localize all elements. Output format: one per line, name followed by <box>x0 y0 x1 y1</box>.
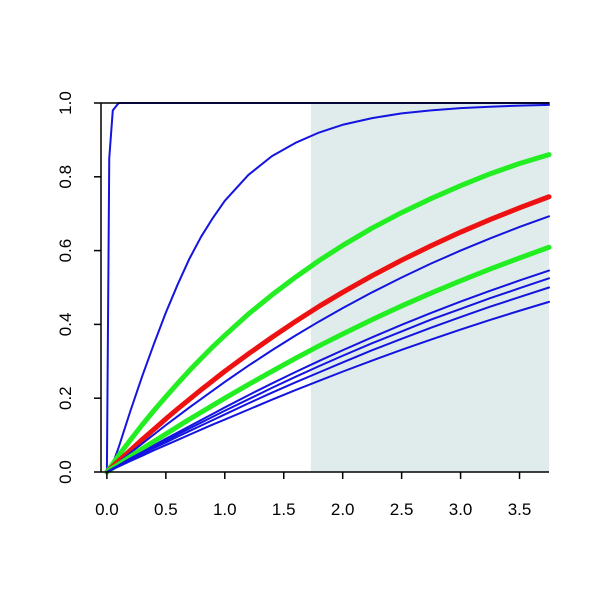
series-line-5 <box>105 215 550 473</box>
series-line-6 <box>104 244 552 475</box>
x-tick-label: 2.5 <box>390 500 414 519</box>
series-line-10 <box>105 300 550 473</box>
series-line-2 <box>105 103 550 473</box>
series-line-9 <box>105 286 550 473</box>
y-tick-label: 0.4 <box>56 313 75 337</box>
y-tick-label: 1.0 <box>56 91 75 115</box>
x-tick-label: 3.0 <box>449 500 473 519</box>
x-tick-label: 1.0 <box>213 500 237 519</box>
y-tick-label: 0.2 <box>56 386 75 410</box>
series-line-3 <box>104 152 552 475</box>
y-tick-label: 0.8 <box>56 165 75 189</box>
x-tick-label: 2.0 <box>331 500 355 519</box>
x-tick-label: 0.0 <box>95 500 119 519</box>
x-tick-label: 0.5 <box>154 500 178 519</box>
series-line-4 <box>104 194 552 475</box>
y-tick-label: 0.6 <box>56 239 75 263</box>
y-tick-label: 0.0 <box>56 460 75 484</box>
x-tick-label: 1.5 <box>272 500 296 519</box>
x-tick-label: 3.5 <box>508 500 532 519</box>
